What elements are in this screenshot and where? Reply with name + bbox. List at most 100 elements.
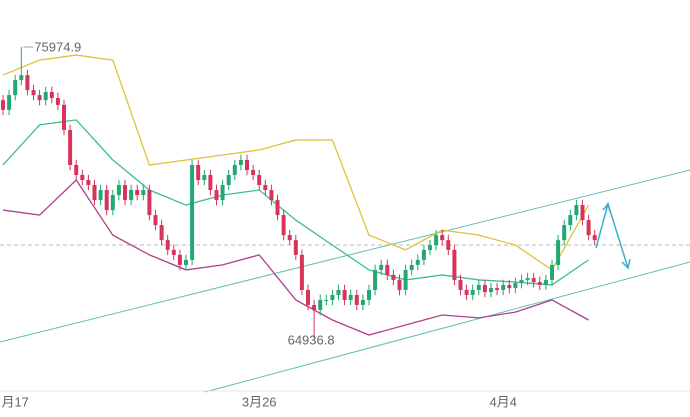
candle-body [409, 264, 414, 270]
candle-body [141, 190, 146, 196]
candle-body [452, 249, 457, 280]
candle-body [415, 259, 420, 265]
candle-body [421, 249, 426, 260]
min-label: 64936.8 [288, 332, 335, 347]
candle-body [214, 190, 219, 201]
candle-body [208, 175, 213, 191]
candle-body [299, 254, 304, 290]
candle-body [232, 164, 237, 176]
candle-body [403, 269, 408, 290]
candle-body [7, 95, 12, 110]
candle-body [470, 289, 475, 295]
candle-body [202, 175, 207, 181]
candle-body [110, 195, 115, 211]
channel-lower [204, 261, 690, 393]
candle-body [379, 264, 384, 270]
candle-body [568, 215, 573, 226]
candle-body [519, 279, 524, 284]
candle-body [171, 249, 176, 255]
forecast-arrow [595, 201, 629, 269]
candle-body [177, 254, 182, 265]
band-line [2, 119, 589, 286]
candle-body [68, 129, 73, 165]
x-tick-label: 4月4 [489, 394, 516, 409]
candle-body [293, 240, 298, 255]
candle-body [562, 225, 567, 241]
candle-body [55, 98, 60, 105]
candle-body [580, 205, 585, 221]
candle-body [550, 264, 554, 280]
candle-body [489, 288, 493, 293]
candle-body [348, 294, 353, 300]
candle-body [165, 240, 170, 250]
candle-body [257, 175, 262, 186]
candle-body [306, 289, 310, 305]
candle-body [458, 279, 463, 290]
candle-body [98, 190, 103, 201]
candle-body [263, 185, 268, 191]
x-tick-label: 月17 [1, 394, 28, 409]
candle-body [312, 304, 317, 310]
candle-body [476, 284, 481, 290]
candle-body [31, 90, 36, 96]
candle-body [525, 278, 530, 280]
candle-body [25, 75, 30, 91]
candle-body [531, 278, 536, 283]
band-line [2, 54, 590, 271]
arrow-head [621, 258, 631, 270]
candle-body [238, 159, 243, 165]
candle-body [13, 80, 18, 96]
candle-body [104, 190, 109, 211]
candle-body [507, 284, 512, 289]
candle-body [464, 289, 469, 295]
candle-body [184, 259, 188, 265]
candle-body [123, 185, 127, 201]
candle-body [220, 185, 225, 201]
candle-body [251, 169, 256, 176]
candle-body [440, 235, 445, 241]
candle-body [269, 190, 274, 201]
candle-body [1, 100, 5, 110]
candle-body [92, 185, 97, 201]
candle-body [324, 299, 329, 301]
candle-body [86, 180, 91, 186]
candle-body [19, 75, 24, 81]
channel-upper [0, 169, 690, 343]
candle-body [129, 190, 134, 201]
candle-body [80, 175, 85, 181]
candle-body [287, 235, 292, 241]
candle-body [434, 235, 439, 246]
candle-body [592, 235, 597, 241]
band-line [2, 179, 589, 336]
candle-body [318, 299, 323, 310]
candle-body [281, 215, 286, 236]
x-tick-label: 3月26 [242, 394, 277, 409]
candle-body [49, 91, 54, 99]
candle-body [495, 288, 500, 290]
candle-body [62, 104, 66, 130]
candle-body [342, 289, 347, 300]
candle-body [428, 245, 432, 250]
candle-body [37, 95, 42, 101]
candle-body [385, 264, 390, 275]
candle-body [226, 175, 231, 186]
arrow-head [602, 202, 611, 213]
candle-body [153, 215, 158, 226]
candle-body [482, 284, 487, 293]
candle-body [116, 185, 121, 196]
candle-body [373, 269, 378, 290]
candle-body [159, 225, 164, 241]
candle-body [135, 190, 140, 196]
candle-body [501, 284, 506, 290]
candle-body [446, 240, 451, 250]
candle-body [556, 240, 561, 265]
candle-body [543, 279, 548, 285]
max-label: 75974.9 [34, 39, 81, 54]
candle-body [397, 279, 402, 290]
candle-body [336, 289, 341, 295]
candle-body [586, 220, 591, 236]
candle-body [330, 294, 335, 300]
candle-body [147, 190, 152, 216]
